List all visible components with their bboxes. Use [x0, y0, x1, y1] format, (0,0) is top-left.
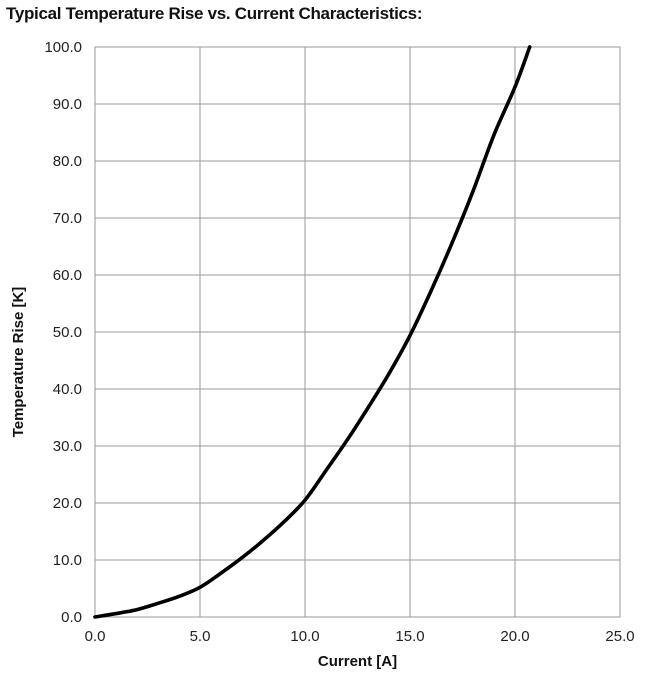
chart-title: Typical Temperature Rise vs. Current Cha… [6, 4, 423, 23]
x-axis-label: Current [A] [318, 653, 397, 670]
x-tick-label: 20.0 [500, 628, 529, 645]
y-tick-label: 20.0 [53, 495, 82, 512]
y-tick-label: 10.0 [53, 552, 82, 569]
y-tick-label: 60.0 [53, 267, 82, 284]
series-line [93, 45, 532, 619]
x-tick-label: 15.0 [395, 628, 424, 645]
plot-area-frame [94, 46, 621, 618]
x-tick-label: 25.0 [605, 628, 634, 645]
y-axis-label: Temperature Rise [K] [10, 287, 27, 438]
x-tick-label: 5.0 [190, 628, 211, 645]
y-tick-label: 30.0 [53, 438, 82, 455]
x-tick-labels: 0.0 5.0 10.0 15.0 20.0 25.0 [85, 628, 635, 645]
y-tick-label: 70.0 [53, 210, 82, 227]
y-tick-label: 40.0 [53, 381, 82, 398]
grid [94, 46, 621, 618]
y-tick-label: 80.0 [53, 153, 82, 170]
y-tick-label: 50.0 [53, 324, 82, 341]
y-tick-labels: 0.0 10.0 20.0 30.0 40.0 50.0 60.0 70.0 80.0 90.0 1… [44, 39, 82, 626]
y-tick-label: 0.0 [61, 609, 82, 626]
y-tick-label: 100.0 [44, 39, 82, 56]
y-tick-label: 90.0 [53, 96, 82, 113]
x-tick-label: 0.0 [85, 628, 106, 645]
x-tick-label: 10.0 [290, 628, 319, 645]
